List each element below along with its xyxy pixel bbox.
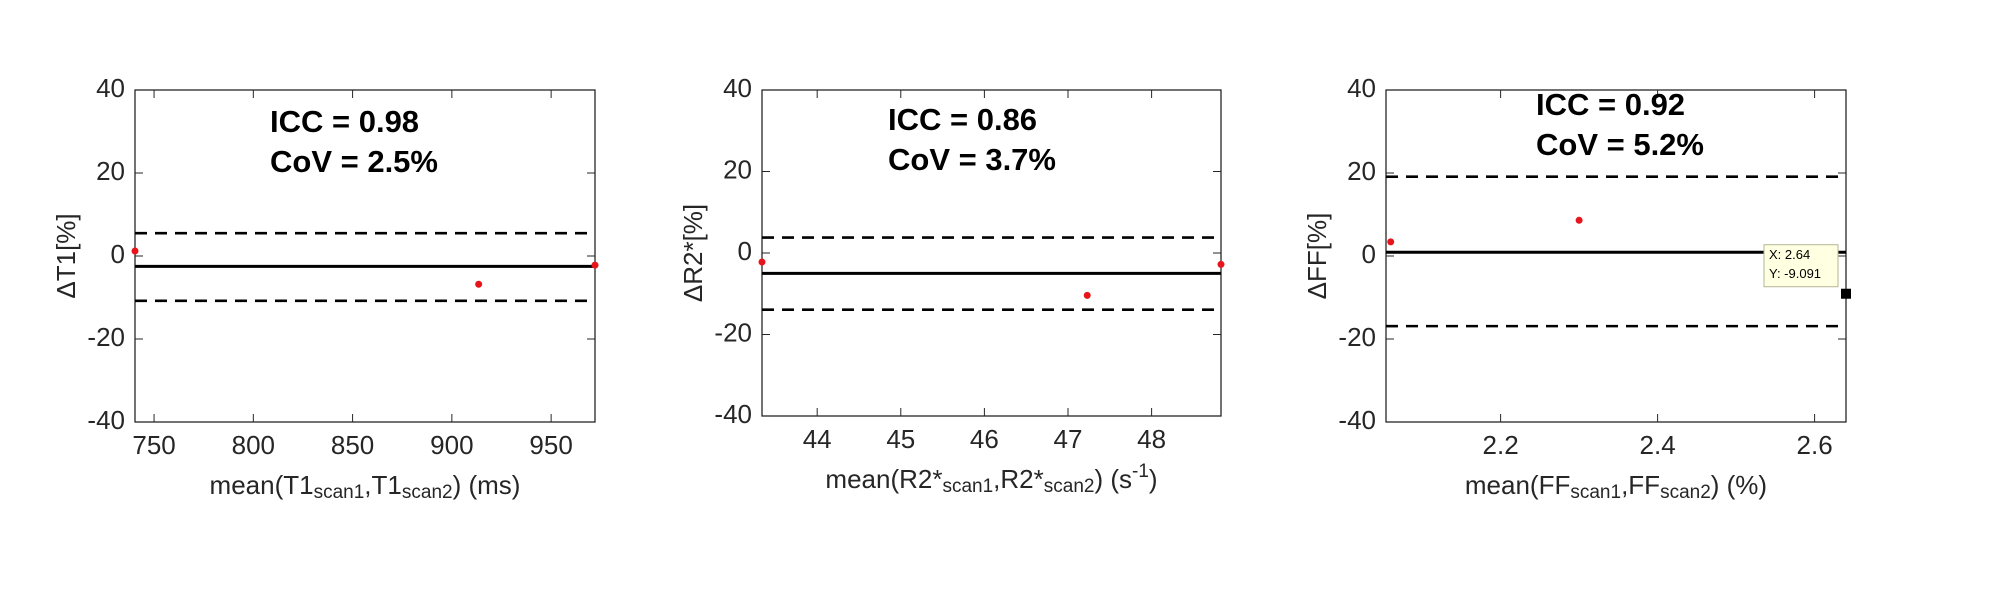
x-tick-label: 2.4 xyxy=(1640,430,1676,460)
data-point xyxy=(1217,260,1225,268)
x-axis-label-part: scan2 xyxy=(402,482,453,503)
x-axis-label-part: ) (s xyxy=(1094,464,1132,494)
y-tick-label: -40 xyxy=(1338,405,1376,435)
x-axis-label-part: mean(T1 xyxy=(210,470,314,500)
data-point xyxy=(1083,291,1091,299)
data-point xyxy=(758,258,766,266)
y-tick-label: 0 xyxy=(111,239,125,269)
y-tick-label: 20 xyxy=(96,156,125,186)
y-tick-label: 0 xyxy=(738,236,752,266)
x-tick-label: 48 xyxy=(1137,424,1166,454)
y-axis-label: ΔR2*[%] xyxy=(678,204,708,302)
x-axis-label-part: scan2 xyxy=(1044,476,1095,497)
x-axis-label-part: ) xyxy=(1149,464,1158,494)
x-axis-label: mean(T1scan1,T1scan2) (ms) xyxy=(210,470,521,503)
data-point xyxy=(131,247,139,255)
panel: -40 -20 0 20 40 750 800 850 900 950 ICC = 0.98 CoV … xyxy=(51,73,599,503)
panel: -40 -20 0 20 40 2.2 2.4 2.6 ICC = 0.92 CoV = 5.2%… xyxy=(1302,73,1851,503)
y-tick-label: -20 xyxy=(87,322,125,352)
annotation: ICC = 0.86 xyxy=(888,102,1037,137)
x-tick-label: 2.2 xyxy=(1483,430,1519,460)
x-tick-label: 750 xyxy=(132,430,175,460)
x-tick-label: 45 xyxy=(886,424,915,454)
datatip-box xyxy=(1763,244,1839,288)
y-tick-label: -20 xyxy=(714,317,752,347)
datatip-label: X: 2.64 xyxy=(1769,247,1810,262)
x-tick-label: 850 xyxy=(331,430,374,460)
y-tick-label: -40 xyxy=(87,405,125,435)
annotation: CoV = 5.2% xyxy=(1536,127,1704,162)
x-tick-label: 800 xyxy=(232,430,275,460)
x-axis-label-part: ) (%) xyxy=(1711,470,1767,500)
x-axis-label-part: mean(FF xyxy=(1465,470,1570,500)
y-tick-label: 0 xyxy=(1362,239,1376,269)
x-axis-label-part: scan1 xyxy=(1570,482,1621,503)
x-axis-label-part: ,FF xyxy=(1621,470,1660,500)
annotation: ICC = 0.92 xyxy=(1536,87,1685,122)
x-axis-label-part: ) (ms) xyxy=(453,470,521,500)
y-tick-label: 40 xyxy=(96,73,125,103)
y-tick-label: 40 xyxy=(723,73,752,103)
x-tick-label: 44 xyxy=(803,424,832,454)
annotation: ICC = 0.98 xyxy=(270,104,419,139)
y-tick-label: 20 xyxy=(1347,156,1376,186)
x-tick-label: 2.6 xyxy=(1797,430,1833,460)
x-tick-label: 47 xyxy=(1054,424,1083,454)
x-tick-label: 950 xyxy=(529,430,572,460)
x-axis-label-part: -1 xyxy=(1132,461,1149,482)
x-axis-label: mean(R2*scan1,R2*scan2) (s-1) xyxy=(825,461,1157,496)
data-point xyxy=(591,261,599,269)
y-tick-label: -40 xyxy=(714,399,752,429)
x-axis-label: mean(FFscan1,FFscan2) (%) xyxy=(1465,470,1767,503)
plot-area xyxy=(761,89,1222,417)
data-point xyxy=(475,280,483,288)
x-axis-label-part: scan1 xyxy=(314,482,365,503)
y-axis-label: ΔFF[%] xyxy=(1302,213,1332,300)
x-tick-label: 900 xyxy=(430,430,473,460)
x-axis-label-part: ,R2* xyxy=(993,464,1044,494)
x-axis-label-part: mean(R2* xyxy=(825,464,942,494)
y-tick-label: -20 xyxy=(1338,322,1376,352)
annotation: CoV = 3.7% xyxy=(888,142,1056,177)
plot-area xyxy=(134,89,596,423)
y-tick-label: 20 xyxy=(723,154,752,184)
x-axis-label-part: scan2 xyxy=(1660,482,1711,503)
y-tick-label: 40 xyxy=(1347,73,1376,103)
x-axis-label-part: scan1 xyxy=(942,476,993,497)
y-axis-label: ΔT1[%] xyxy=(51,213,81,298)
x-axis-label-part: ,T1 xyxy=(364,470,402,500)
annotation: CoV = 2.5% xyxy=(270,144,438,179)
datatip-label: Y: -9.091 xyxy=(1769,266,1821,281)
data-point xyxy=(1575,216,1583,224)
data-point xyxy=(1387,238,1395,246)
datatip-marker xyxy=(1841,288,1851,299)
x-tick-label: 46 xyxy=(970,424,999,454)
panel: -40 -20 0 20 40 44 45 46 47 48 ICC = 0.86 CoV = 3.7… xyxy=(678,73,1225,497)
